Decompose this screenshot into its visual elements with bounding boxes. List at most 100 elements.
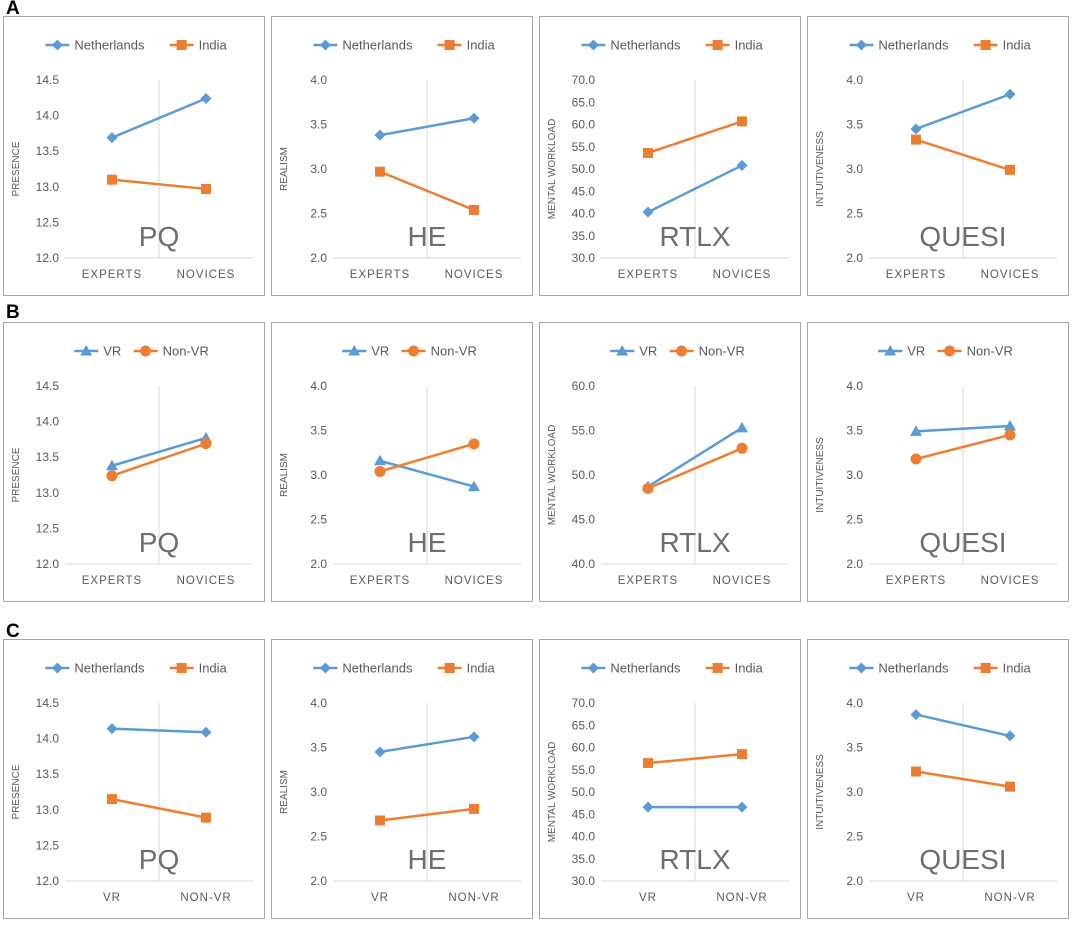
x-tick-label: EXPERTS (82, 575, 142, 587)
legend-label: India (199, 661, 228, 676)
legend-marker (587, 39, 599, 51)
series-line-india (915, 138, 1011, 172)
y-tick-label: 2.5 (846, 513, 863, 527)
data-point-non-vr (642, 482, 654, 494)
legend-label: VR (371, 344, 389, 359)
y-tick-label: 3.0 (310, 785, 327, 799)
series-line-india (915, 770, 1011, 788)
legend-marker (980, 663, 991, 673)
y-tick-label: 40.0 (572, 207, 596, 221)
data-point-india (911, 766, 921, 777)
x-tick-label: EXPERTS (350, 575, 410, 587)
data-point-india (107, 174, 117, 185)
y-axis-title: INTUITIVENESS (815, 131, 826, 207)
y-tick-label: 65.0 (572, 718, 596, 732)
y-tick-label: 2.0 (846, 251, 863, 265)
y-tick-label: 12.0 (36, 874, 60, 888)
data-point-netherlands (468, 731, 480, 743)
y-tick-label: 2.0 (310, 251, 327, 265)
y-tick-label: 40.0 (572, 557, 596, 571)
y-tick-label: 70.0 (572, 696, 596, 710)
x-tick-label: VR (371, 892, 389, 904)
series-line-india (379, 170, 475, 212)
chart-c-he: 2.0 2.5 3.0 3.5 4.0 REALISM VR NON-VR HE Netherla… (271, 639, 533, 919)
x-tick-label: NON-VR (984, 892, 1035, 904)
legend-label: India (199, 38, 228, 53)
chart-watermark-label: RTLX (659, 527, 730, 558)
data-point-netherlands (736, 159, 748, 171)
legend-marker (855, 39, 867, 51)
y-tick-label: 4.0 (846, 73, 863, 87)
y-axis-title: MENTAL WORKLOAD (547, 425, 558, 526)
x-tick-label: EXPERTS (350, 269, 410, 281)
x-tick-label: NOVICES (177, 575, 236, 587)
legend-marker (51, 662, 63, 674)
y-tick-label: 2.0 (310, 557, 327, 571)
series-line-non-vr (379, 442, 475, 473)
legend-label: India (1003, 661, 1032, 676)
data-point-vr (1004, 420, 1016, 431)
y-tick-label: 55.0 (572, 763, 596, 777)
legend-marker (140, 345, 152, 357)
legend-marker (348, 345, 361, 356)
y-tick-label: 3.5 (310, 741, 327, 755)
legend-marker (408, 345, 420, 357)
y-tick-label: 14.0 (36, 732, 60, 746)
y-tick-label: 14.0 (36, 109, 60, 123)
x-tick-label: NOVICES (445, 575, 504, 587)
y-tick-label: 14.5 (36, 73, 60, 87)
x-tick-label: NON-VR (180, 892, 231, 904)
y-axis-title: PRESENCE (11, 447, 22, 502)
y-tick-label: 60.0 (572, 118, 596, 132)
data-point-netherlands (642, 206, 654, 218)
chart-c-rtlx: 30.0 35.0 40.0 45.0 50.0 55.0 60.0 65.0 70.0 MENT… (539, 639, 801, 919)
data-point-netherlands (374, 746, 386, 758)
series-line-vr (111, 436, 207, 467)
data-point-india (643, 758, 653, 769)
series-line-netherlands (379, 117, 475, 137)
series-line-vr (915, 424, 1011, 433)
chart-frame (539, 16, 801, 296)
x-tick-label: EXPERTS (618, 269, 678, 281)
legend-label: Netherlands (342, 661, 413, 676)
chart-frame (539, 322, 801, 602)
series-line-netherlands (915, 713, 1011, 738)
y-axis-title: PRESENCE (11, 141, 22, 196)
y-tick-label: 4.0 (310, 696, 327, 710)
y-tick-label: 3.5 (846, 741, 863, 755)
y-tick-label: 45.0 (572, 807, 596, 821)
legend-label: Netherlands (74, 661, 145, 676)
legend-marker (587, 662, 599, 674)
series-line-non-vr (647, 447, 743, 490)
legend-marker (980, 40, 991, 50)
data-point-netherlands (106, 132, 118, 144)
legend-label: India (735, 661, 764, 676)
series-line-vr (379, 459, 475, 488)
x-tick-label: VR (907, 892, 925, 904)
legend-marker (319, 662, 331, 674)
y-tick-label: 40.0 (572, 830, 596, 844)
data-point-vr (106, 459, 118, 471)
data-point-non-vr (1004, 429, 1016, 441)
y-tick-label: 14.5 (36, 696, 60, 710)
x-tick-label: EXPERTS (886, 269, 946, 281)
chart-watermark-label: HE (408, 527, 447, 558)
legend-marker (855, 662, 867, 674)
legend-label: Non-VR (163, 344, 209, 359)
data-point-india (737, 116, 747, 127)
row-label-a: A (6, 0, 20, 19)
y-tick-label: 2.5 (310, 830, 327, 844)
y-tick-label: 2.0 (846, 557, 863, 571)
y-tick-label: 3.0 (846, 785, 863, 799)
chart-a-rtlx: 30.0 35.0 40.0 45.0 50.0 55.0 60.0 65.0 70.0 MENT… (539, 16, 801, 296)
y-tick-label: 13.0 (36, 803, 60, 817)
legend-marker (444, 40, 455, 50)
data-point-india (1005, 781, 1015, 792)
series-line-non-vr (915, 433, 1011, 461)
chart-watermark-label: PQ (139, 527, 179, 558)
chart-frame (271, 16, 533, 296)
data-point-india (469, 204, 479, 215)
row-label-b: B (6, 302, 20, 323)
chart-watermark-label: RTLX (659, 844, 730, 875)
series-line-india (647, 752, 743, 765)
